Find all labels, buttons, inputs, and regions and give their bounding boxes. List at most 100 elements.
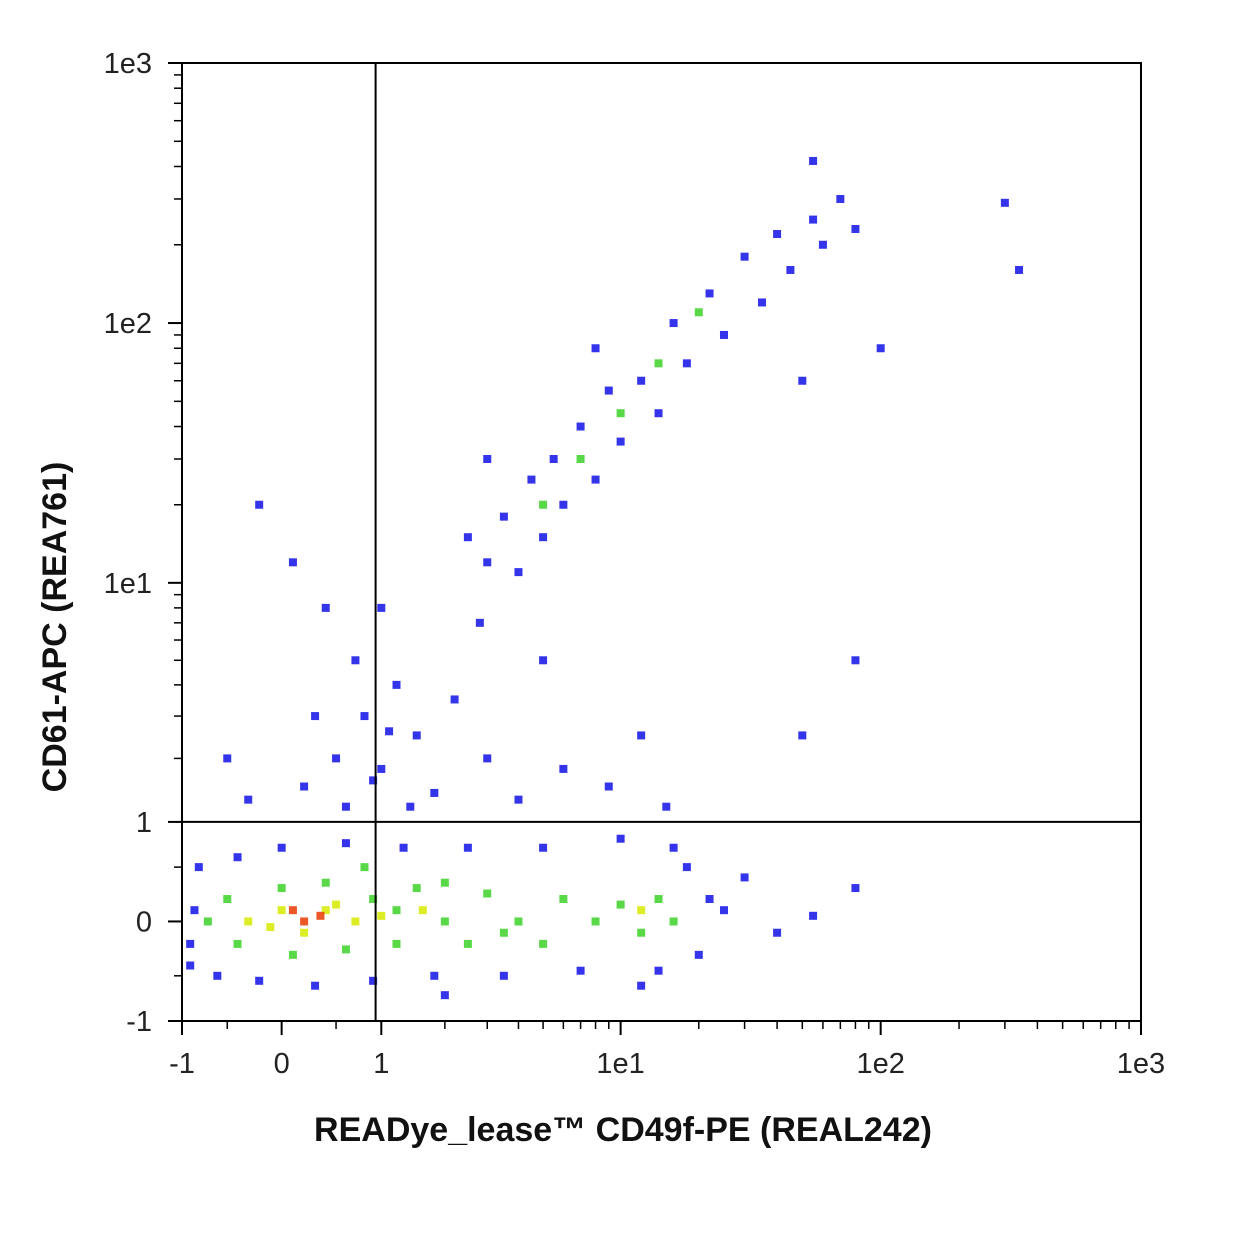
data-point bbox=[392, 906, 401, 915]
data-point bbox=[463, 939, 472, 948]
data-point bbox=[233, 853, 242, 862]
data-point bbox=[773, 928, 782, 937]
data-point bbox=[616, 900, 625, 909]
x-tick-label: 1e3 bbox=[1117, 1048, 1165, 1080]
data-point bbox=[851, 656, 860, 665]
data-point bbox=[351, 656, 360, 665]
data-point bbox=[392, 680, 401, 689]
data-point bbox=[255, 976, 264, 985]
data-point bbox=[559, 764, 568, 773]
data-point bbox=[463, 533, 472, 542]
data-point bbox=[341, 945, 350, 954]
y-tick-label: 1e1 bbox=[104, 568, 152, 600]
data-point bbox=[266, 923, 275, 932]
data-point bbox=[798, 376, 807, 385]
data-point bbox=[311, 712, 320, 721]
data-point bbox=[369, 776, 378, 785]
data-point bbox=[186, 961, 195, 970]
data-point bbox=[369, 976, 378, 985]
data-point bbox=[277, 884, 286, 893]
data-point bbox=[654, 359, 663, 368]
data-point bbox=[539, 500, 548, 509]
data-point bbox=[186, 939, 195, 948]
y-tick-label: 0 bbox=[136, 906, 152, 938]
data-point bbox=[637, 376, 646, 385]
data-point bbox=[576, 966, 585, 975]
data-point bbox=[591, 344, 600, 353]
x-tick-label: 1e2 bbox=[856, 1048, 904, 1080]
data-point bbox=[244, 917, 253, 926]
data-point bbox=[412, 731, 421, 740]
x-tick-label: 1 bbox=[373, 1048, 389, 1080]
data-point bbox=[539, 533, 548, 542]
data-point bbox=[392, 939, 401, 948]
data-point bbox=[300, 928, 309, 937]
data-point bbox=[654, 966, 663, 975]
data-point bbox=[559, 895, 568, 904]
data-point bbox=[321, 906, 330, 915]
data-point bbox=[288, 950, 297, 959]
data-point bbox=[440, 917, 449, 926]
plot-frame bbox=[181, 62, 1142, 1022]
data-point bbox=[786, 265, 795, 274]
data-point bbox=[514, 568, 523, 577]
data-point bbox=[798, 731, 807, 740]
y-tick-label: 1e2 bbox=[104, 308, 152, 340]
data-point bbox=[406, 802, 415, 811]
data-point bbox=[514, 795, 523, 804]
data-point bbox=[740, 252, 749, 261]
data-point bbox=[277, 843, 286, 852]
data-point bbox=[576, 455, 585, 464]
x-tick-label: -1 bbox=[169, 1048, 195, 1080]
data-point bbox=[288, 558, 297, 567]
data-point bbox=[637, 928, 646, 937]
data-point bbox=[669, 319, 678, 328]
data-point bbox=[300, 917, 309, 926]
data-point bbox=[576, 422, 585, 431]
data-point bbox=[430, 971, 439, 980]
data-point bbox=[499, 971, 508, 980]
data-point bbox=[549, 455, 558, 464]
data-point bbox=[360, 863, 369, 872]
data-point bbox=[369, 895, 378, 904]
data-point bbox=[616, 409, 625, 418]
data-point bbox=[233, 939, 242, 948]
data-point bbox=[669, 917, 678, 926]
data-point bbox=[539, 939, 548, 948]
data-point bbox=[809, 156, 818, 165]
data-point bbox=[654, 409, 663, 418]
data-point bbox=[255, 500, 264, 509]
data-point bbox=[705, 289, 714, 298]
data-point bbox=[719, 906, 728, 915]
data-point bbox=[377, 911, 386, 920]
data-point bbox=[190, 906, 199, 915]
data-point bbox=[604, 782, 613, 791]
data-point bbox=[341, 802, 350, 811]
data-point bbox=[483, 889, 492, 898]
data-point bbox=[483, 558, 492, 567]
x-tick-label: 1e1 bbox=[596, 1048, 644, 1080]
data-point bbox=[213, 971, 222, 980]
data-point bbox=[360, 712, 369, 721]
data-point bbox=[591, 475, 600, 484]
data-point bbox=[694, 950, 703, 959]
data-point bbox=[412, 884, 421, 893]
data-point bbox=[450, 695, 459, 704]
data-point bbox=[223, 754, 232, 763]
data-point bbox=[332, 754, 341, 763]
data-point bbox=[483, 455, 492, 464]
data-point bbox=[740, 873, 749, 882]
x-axis-title: READye_lease™ CD49f-PE (REAL242) bbox=[314, 1111, 932, 1149]
y-tick-label: 1e3 bbox=[104, 48, 152, 80]
data-point bbox=[773, 230, 782, 239]
data-point bbox=[836, 194, 845, 203]
data-point bbox=[277, 906, 286, 915]
data-point bbox=[321, 603, 330, 612]
data-point bbox=[604, 386, 613, 395]
data-point bbox=[399, 843, 408, 852]
data-point bbox=[244, 795, 253, 804]
y-tick-label: 1 bbox=[136, 807, 152, 839]
data-point bbox=[527, 475, 536, 484]
data-point bbox=[440, 991, 449, 1000]
data-point bbox=[316, 911, 325, 920]
